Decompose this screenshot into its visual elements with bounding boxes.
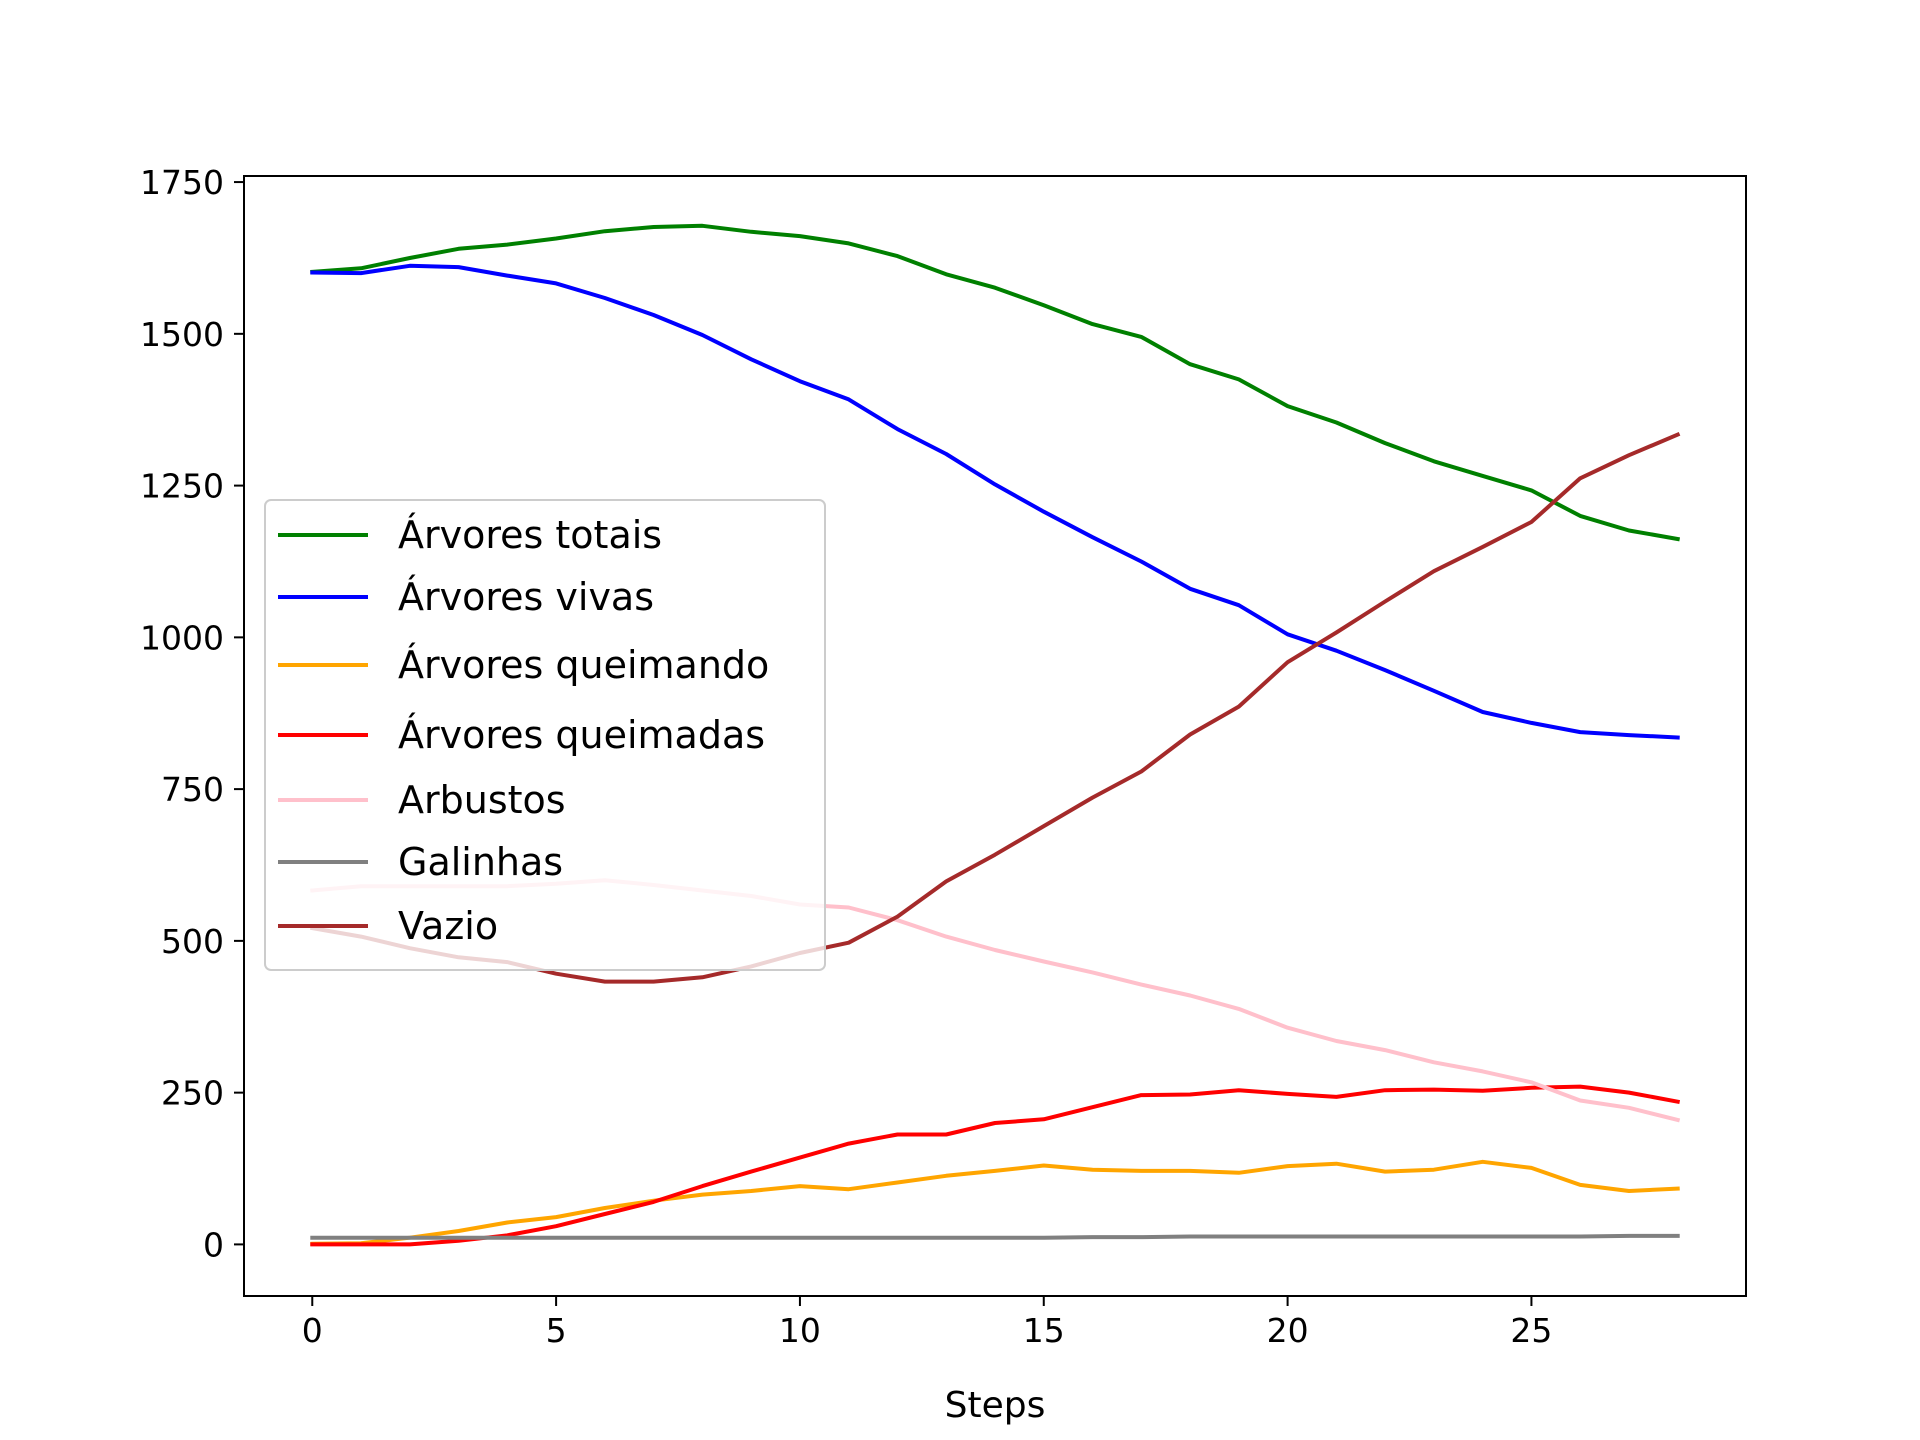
- y-axis: 0 250 500 750 1000 1250 1500 1750: [140, 163, 244, 1264]
- x-tick-label: 5: [546, 1311, 567, 1350]
- y-tick-label: 750: [161, 770, 224, 809]
- x-tick-label: 20: [1267, 1311, 1309, 1350]
- x-tick-label: 0: [302, 1311, 323, 1350]
- series-line-arvores-totais: [310, 223, 1681, 542]
- legend-label-arbustos: Arbustos: [398, 778, 566, 822]
- plot-frame: [243, 175, 1747, 1297]
- legend-label-arvores-queimadas: Árvores queimadas: [398, 713, 765, 757]
- x-axis-label: Steps: [945, 1385, 1046, 1426]
- y-tick-label: 1500: [140, 315, 224, 354]
- x-tick-label: 25: [1510, 1311, 1552, 1350]
- legend-label-arvores-vivas: Árvores vivas: [398, 575, 654, 619]
- y-tick-label: 1250: [140, 467, 224, 506]
- legend: Árvores totais Árvores vivas Árvores queim…: [264, 499, 826, 971]
- y-tick-label: 0: [203, 1225, 224, 1264]
- y-tick-label: 250: [161, 1074, 224, 1113]
- legend-label-vazio: Vazio: [398, 904, 498, 948]
- series-line-arvores-queimando: [310, 1159, 1680, 1246]
- legend-box: [264, 499, 826, 971]
- y-tick-label: 500: [161, 922, 224, 961]
- legend-label-arvores-totais: Árvores totais: [398, 513, 662, 557]
- y-tick-label: 1750: [140, 163, 224, 202]
- series-line-galinhas: [310, 1233, 1680, 1240]
- series-layer: [309, 223, 1681, 1247]
- series-line-arvores-queimadas: [310, 1084, 1681, 1247]
- legend-label-arvores-queimando: Árvores queimando: [398, 643, 769, 687]
- x-axis: 0 5 10 15 20 25: [302, 1296, 1552, 1350]
- legend-label-galinhas: Galinhas: [398, 840, 563, 884]
- y-tick-label: 1000: [140, 618, 224, 657]
- x-tick-label: 10: [779, 1311, 821, 1350]
- x-tick-label: 15: [1023, 1311, 1065, 1350]
- series-line-arvores-vivas: [310, 263, 1680, 740]
